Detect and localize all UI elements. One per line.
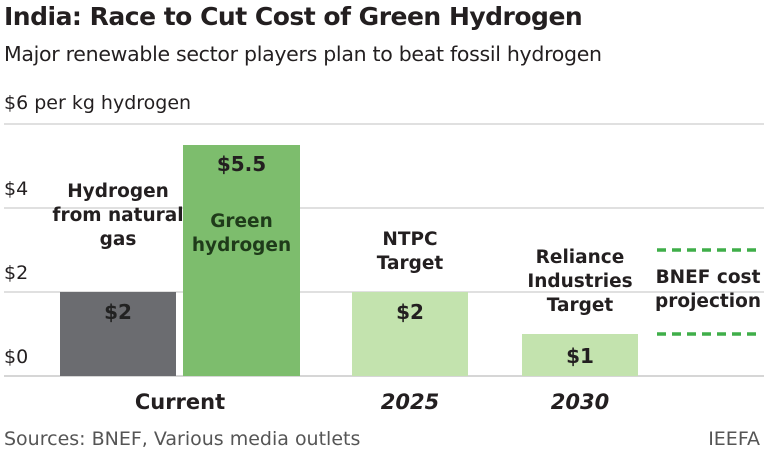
group-label-current: Current	[134, 390, 226, 414]
bar-name-green: Green hydrogen	[191, 211, 292, 256]
bar	[352, 292, 468, 376]
chart-subtitle: Major renewable sector players plan to b…	[4, 42, 602, 66]
bar	[522, 334, 638, 376]
bar	[60, 292, 176, 376]
value-label-green: $5.5	[216, 152, 267, 176]
y-tick-0: $0	[4, 346, 29, 368]
y-tick-2: $2	[4, 262, 29, 284]
bar	[183, 145, 300, 376]
value-label-natural-gas: $2	[104, 300, 132, 324]
value-label-ntpc: $2	[396, 300, 424, 324]
bar-name-natural-gas: Hydrogen from natural gas	[52, 181, 184, 250]
y-tick-6: $6 per kg hydrogen	[4, 92, 192, 114]
bar-name-reliance: Reliance Industries Target	[527, 247, 633, 316]
chart-title: India: Race to Cut Cost of Green Hydroge…	[4, 2, 583, 31]
bar-name-ntpc: NTPC Target	[376, 229, 444, 274]
range-label-bnef: BNEF cost projection	[655, 267, 761, 312]
group-label-2030: 2030	[550, 390, 610, 414]
group-label-2025: 2025	[380, 390, 440, 414]
source-note: Sources: BNEF, Various media outlets	[4, 428, 361, 450]
brand-label: IEEFA	[708, 428, 760, 450]
y-tick-4: $4	[4, 178, 29, 200]
value-label-reliance: $1	[566, 344, 594, 368]
